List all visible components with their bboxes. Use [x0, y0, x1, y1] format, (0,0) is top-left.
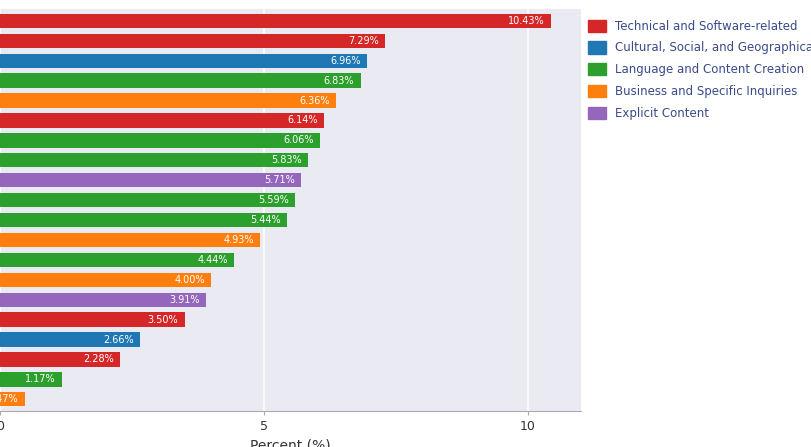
Text: 3.91%: 3.91% [169, 295, 200, 305]
Text: 6.06%: 6.06% [283, 135, 313, 145]
Bar [0, 193, 294, 207]
Text: 1.17%: 1.17% [25, 375, 55, 384]
Bar [0, 133, 320, 148]
Bar [0, 73, 360, 88]
Bar [0, 253, 234, 267]
Bar [0, 153, 307, 168]
X-axis label: Percent (%): Percent (%) [250, 439, 330, 447]
Bar [0, 372, 62, 387]
Text: 5.83%: 5.83% [270, 155, 301, 165]
Bar [0, 233, 260, 247]
Text: 2.66%: 2.66% [103, 334, 134, 345]
Text: 4.93%: 4.93% [223, 235, 254, 245]
Bar [0, 352, 120, 367]
Bar [0, 113, 324, 128]
Text: 6.96%: 6.96% [330, 56, 361, 66]
Text: 0.47%: 0.47% [0, 394, 19, 404]
Bar [0, 173, 301, 187]
Text: 6.36%: 6.36% [298, 96, 329, 105]
Text: 4.44%: 4.44% [197, 255, 228, 265]
Bar [0, 34, 384, 48]
Text: 7.29%: 7.29% [347, 36, 378, 46]
Bar [0, 292, 206, 307]
Text: 2.28%: 2.28% [84, 354, 114, 364]
Bar [0, 14, 550, 28]
Text: 5.71%: 5.71% [264, 175, 294, 185]
Bar [0, 213, 287, 227]
Bar [0, 392, 25, 406]
Bar [0, 333, 140, 347]
Bar [0, 54, 367, 68]
Text: 5.59%: 5.59% [258, 195, 289, 205]
Text: 6.83%: 6.83% [324, 76, 354, 86]
Legend: Technical and Software-related, Cultural, Social, and Geographical, Language and: Technical and Software-related, Cultural… [582, 15, 811, 125]
Text: 3.50%: 3.50% [148, 315, 178, 325]
Text: 6.14%: 6.14% [287, 115, 317, 126]
Text: 4.00%: 4.00% [174, 275, 204, 285]
Bar [0, 273, 211, 287]
Bar [0, 312, 185, 327]
Bar [0, 93, 335, 108]
Text: 5.44%: 5.44% [250, 215, 281, 225]
Text: 10.43%: 10.43% [507, 16, 543, 26]
